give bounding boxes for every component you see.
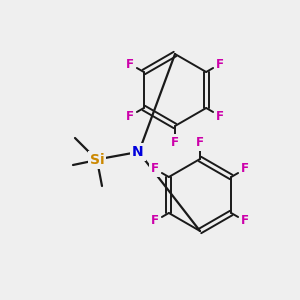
Text: F: F	[171, 136, 179, 148]
Text: F: F	[126, 110, 134, 122]
Text: Si: Si	[90, 153, 104, 167]
Text: F: F	[241, 163, 249, 176]
Text: F: F	[126, 58, 134, 70]
Text: F: F	[241, 214, 249, 227]
Text: F: F	[196, 136, 204, 149]
Text: F: F	[151, 214, 159, 227]
Text: F: F	[216, 110, 224, 122]
Text: N: N	[132, 145, 144, 159]
Text: F: F	[151, 163, 159, 176]
Text: F: F	[216, 58, 224, 70]
